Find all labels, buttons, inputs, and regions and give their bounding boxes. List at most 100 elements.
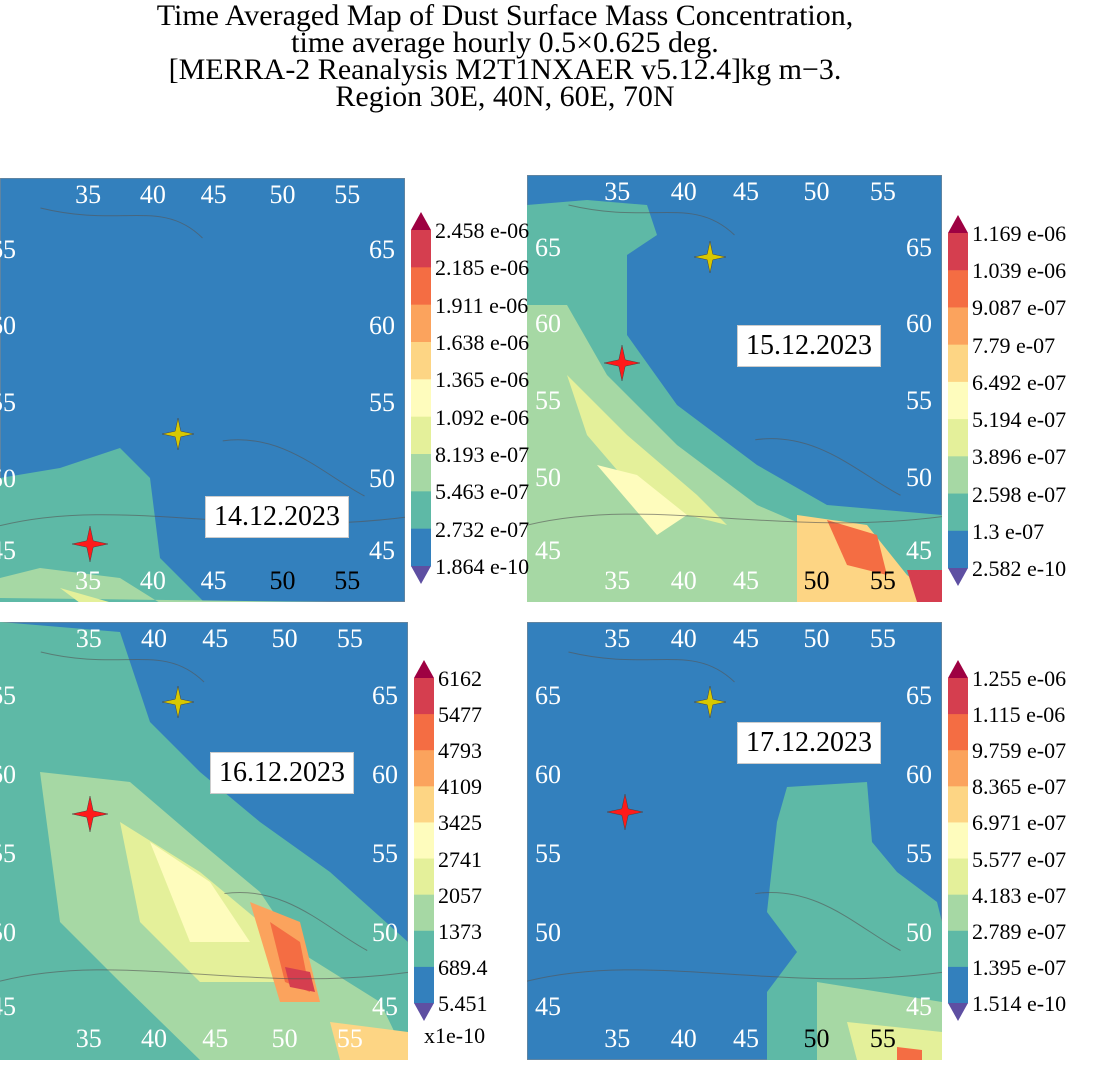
x-tick-label: 50 [271,1024,298,1053]
y-tick-label: 55 [0,839,16,869]
x-tick-label: 40 [141,1024,168,1053]
x-tick-label: 35 [604,624,631,653]
y-tick-label: 50 [906,463,932,493]
y-tick-label: 60 [0,311,16,341]
colorbar-tick-label: 6.971 e-07 [972,810,1067,836]
x-tick-label: 45 [200,566,227,595]
colorbar-tick-label: 1373 [438,918,482,944]
colorbar-tick-label: 4.183 e-07 [972,882,1067,908]
x-tick-label: 55 [869,1024,896,1053]
y-tick-label: 45 [369,536,395,566]
y-tick-label: 45 [906,992,932,1022]
y-tick-label: 55 [906,839,932,869]
colorbar-tick-label: 3425 [438,810,482,836]
colorbar-tick-label: 5.194 e-07 [972,407,1067,433]
colorbar-tick-label: 1.255 e-06 [972,666,1067,691]
map-canvas [527,175,942,602]
x-tick-label: 45 [732,624,759,653]
y-tick-label: 45 [906,535,932,565]
y-tick-label: 60 [906,309,932,339]
x-tick-label: 45 [732,177,759,206]
x-tick-label: 55 [334,566,361,595]
date-label: 16.12.2023 [210,752,354,794]
title-line: Time Averaged Map of Dust Surface Mass C… [156,0,854,32]
colorbar-tick-label: 5.463 e-07 [435,479,530,505]
y-tick-label: 60 [535,309,561,339]
y-tick-label: 65 [372,681,398,711]
x-tick-label: 50 [269,180,296,209]
y-tick-label: 55 [906,386,932,416]
y-tick-label: 45 [0,992,16,1022]
date-label: 14.12.2023 [205,496,349,538]
map-panel: 35 35 40 40 45 45 50 50 55 55 65 65 60 60 55 55 50 50 45 45… [0,178,405,602]
x-tick-label: 45 [202,624,229,653]
colorbar-tick-label: 1.3 e-07 [972,518,1045,544]
colorbar-tick-label: 4109 [438,774,482,800]
map-panel: 35 35 40 40 45 45 50 50 55 55 65 65 60 60 55 55 50 50 45 45… [0,622,408,1060]
x-tick-label: 55 [869,177,896,206]
colorbar-tick-label: 3.896 e-07 [972,444,1067,470]
colorbar-tick-label: 1.864 e-10 [435,554,530,579]
colorbar-tick-label: 1.115 e-06 [972,702,1066,728]
colorbar-tick-label: 2057 [438,882,482,908]
colorbar-tick-label: 1.395 e-07 [972,954,1067,980]
colorbar-tick-label: 2741 [438,846,482,872]
y-tick-label: 45 [535,992,561,1022]
y-tick-label: 50 [906,917,932,947]
y-tick-label: 55 [535,839,561,869]
y-tick-label: 45 [535,535,561,565]
x-tick-label: 40 [139,566,166,595]
x-tick-label: 50 [803,624,830,653]
y-tick-label: 65 [535,681,561,711]
y-tick-label: 60 [0,760,16,790]
x-tick-label: 40 [670,177,697,206]
x-tick-label: 35 [75,180,102,209]
y-tick-label: 50 [0,464,16,494]
x-tick-label: 55 [869,624,896,653]
colorbar-unit-label: x1e-10 [424,1023,486,1048]
y-tick-label: 60 [372,760,398,790]
x-tick-label: 50 [803,177,830,206]
x-tick-label: 50 [269,566,296,595]
x-tick-label: 50 [271,624,298,653]
x-tick-label: 35 [604,566,631,595]
colorbar-tick-label: 2.598 e-07 [972,481,1067,507]
y-tick-label: 55 [0,387,16,417]
y-tick-label: 50 [535,463,561,493]
y-tick-label: 50 [535,917,561,947]
map-panel: 35 35 40 40 45 45 50 50 55 55 65 65 60 60 55 55 50 50 45 45… [527,622,942,1060]
x-tick-label: 50 [803,566,830,595]
x-tick-label: 40 [141,624,168,653]
y-tick-label: 65 [0,681,16,711]
colorbar-tick-label: 1.638 e-06 [435,330,530,355]
y-tick-label: 55 [535,386,561,416]
x-tick-label: 55 [334,180,361,209]
colorbar [411,212,431,584]
x-tick-label: 50 [803,1024,830,1053]
x-tick-label: 35 [604,177,631,206]
y-tick-label: 60 [906,760,932,790]
y-tick-label: 60 [369,311,395,341]
x-tick-label: 45 [202,1024,229,1053]
x-tick-label: 35 [75,624,102,653]
colorbar-tick-label: 8.365 e-07 [972,774,1067,800]
x-tick-label: 45 [732,1024,759,1053]
colorbar-tick-label: 5.577 e-07 [972,846,1067,872]
x-tick-label: 40 [670,1024,697,1053]
x-tick-label: 40 [139,180,166,209]
x-tick-label: 55 [336,624,363,653]
colorbar-tick-label: 9.759 e-07 [972,738,1067,764]
y-tick-label: 50 [372,917,398,947]
colorbar-tick-label: 2.789 e-07 [972,918,1067,944]
colorbar-tick-label: 2.185 e-06 [435,255,530,281]
colorbar-tick-label: 1.039 e-06 [972,258,1067,284]
x-tick-label: 45 [732,566,759,595]
colorbar-tick-label: 1.092 e-06 [435,404,530,430]
y-tick-label: 65 [906,681,932,711]
y-tick-label: 55 [372,839,398,869]
y-tick-label: 60 [535,760,561,790]
colorbar-tick-label: 7.79 e-07 [972,332,1056,358]
date-label: 15.12.2023 [737,325,881,367]
y-tick-label: 45 [372,992,398,1022]
colorbar-tick-label: 1.911 e-06 [435,292,529,318]
